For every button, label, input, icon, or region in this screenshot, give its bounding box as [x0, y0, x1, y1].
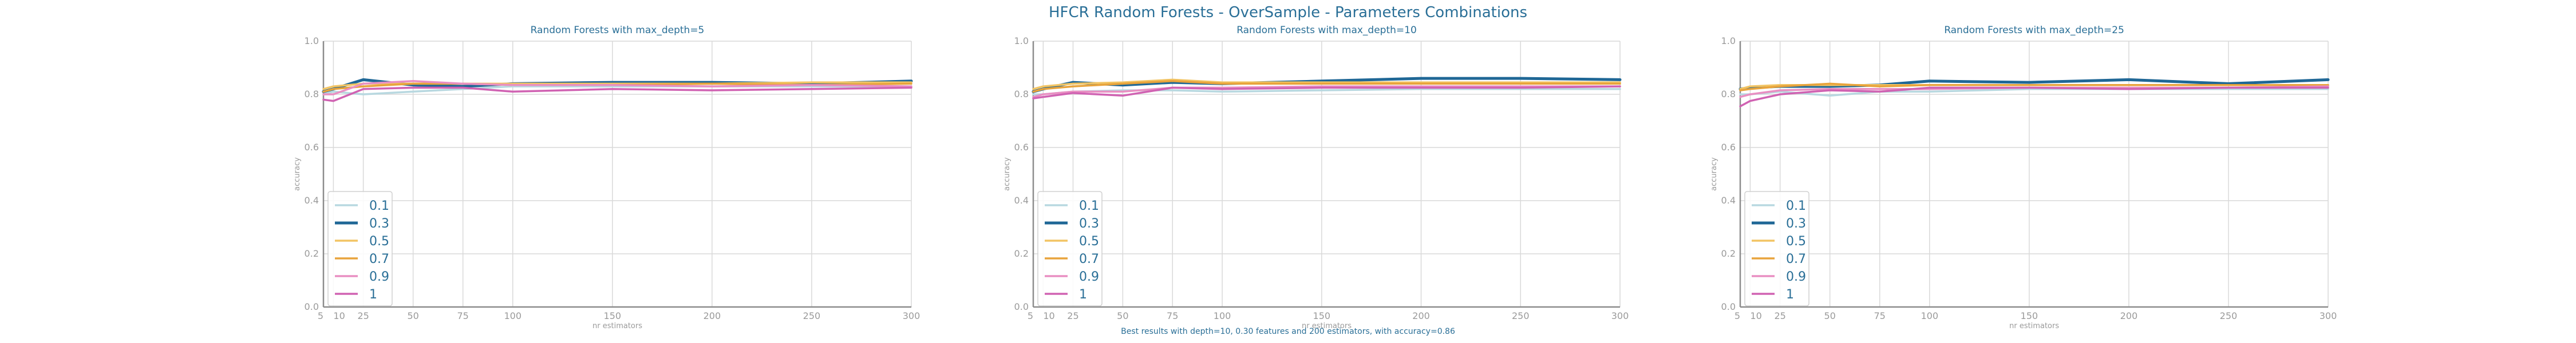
figure-caption: Best results with depth=10, 0.30 feature…	[1121, 327, 1455, 336]
chart-panel: Random Forests with max_depth=5 0.0 0.2 0.4…	[293, 25, 920, 330]
x-tick-label: 10	[1750, 310, 1761, 321]
series-line	[322, 86, 912, 102]
legend-label: 0.3	[369, 217, 389, 231]
legend-label: 1	[369, 288, 377, 302]
x-tick-label: 250	[803, 310, 821, 321]
series-line	[1032, 85, 1621, 99]
y-tick-label: 0.4	[305, 195, 319, 206]
x-tick-label: 5	[318, 310, 323, 321]
x-tick-label: 25	[357, 310, 369, 321]
y-axis-label: accuracy	[1003, 157, 1012, 191]
series-line	[322, 80, 912, 95]
series-line	[1032, 80, 1621, 93]
legend-label: 0.1	[369, 199, 389, 213]
x-tick-label: 50	[1824, 310, 1835, 321]
legend-label: 0.5	[1786, 234, 1806, 249]
legend-label: 0.3	[1079, 217, 1099, 231]
x-tick-label: 5	[1028, 310, 1033, 321]
legend-label: 0.1	[1079, 199, 1099, 213]
x-tick-label: 300	[903, 310, 920, 321]
x-tick-label: 250	[1512, 310, 1530, 321]
x-tick-label: 10	[333, 310, 345, 321]
legend-label: 1	[1079, 288, 1087, 302]
y-tick-label: 0.2	[305, 248, 319, 259]
x-tick-label: 75	[1874, 310, 1886, 321]
y-tick-label: 0.6	[305, 142, 319, 153]
legend: 0.1 0.3 0.5 0.7 0.9 1	[1744, 191, 1809, 306]
y-tick-label: 0.0	[1721, 301, 1736, 312]
x-tick-label: 75	[457, 310, 469, 321]
legend-label: 0.1	[1786, 199, 1806, 213]
x-tick-label: 100	[1921, 310, 1938, 321]
x-tick-label: 250	[2220, 310, 2238, 321]
x-tick-label: 300	[1611, 310, 1629, 321]
x-tick-label: 100	[1214, 310, 1231, 321]
x-tick-label: 75	[1167, 310, 1178, 321]
legend-label: 1	[1786, 288, 1794, 302]
x-tick-label: 100	[504, 310, 521, 321]
y-tick-label: 0.2	[1014, 248, 1029, 259]
series-line	[1032, 78, 1621, 90]
legend-label: 0.5	[369, 234, 389, 249]
y-tick-label: 0.8	[305, 89, 319, 99]
x-tick-label: 200	[2120, 310, 2138, 321]
legend-frame	[1037, 191, 1103, 306]
x-axis-label: nr estimators	[1302, 322, 1352, 330]
legend-label: 0.7	[1786, 252, 1806, 266]
x-tick-label: 150	[2021, 310, 2038, 321]
x-tick-label: 50	[407, 310, 418, 321]
chart-panels: Random Forests with max_depth=5 0.0 0.2 0.4…	[293, 25, 2337, 330]
subplot-title: Random Forests with max_depth=10	[1236, 25, 1417, 36]
y-tick-label: 0.8	[1721, 89, 1736, 99]
subplot-title: Random Forests with max_depth=5	[531, 25, 705, 36]
x-tick-label: 200	[1412, 310, 1430, 321]
subplot-title: Random Forests with max_depth=25	[1944, 25, 2124, 36]
legend-label: 0.3	[1786, 217, 1806, 231]
chart-panel: Random Forests with max_depth=10 0.0 0.2 0.…	[1003, 25, 1629, 330]
y-tick-label: 0.8	[1014, 89, 1029, 99]
legend-label: 0.7	[1079, 252, 1099, 266]
y-axis-label: accuracy	[1710, 157, 1718, 191]
x-axis-label: nr estimators	[2009, 322, 2059, 330]
x-tick-label: 25	[1067, 310, 1078, 321]
x-tick-label: 5	[1735, 310, 1740, 321]
y-tick-label: 0.2	[1721, 248, 1736, 259]
legend: 0.1 0.3 0.5 0.7 0.9 1	[327, 191, 393, 306]
legend-label: 0.5	[1079, 234, 1099, 249]
series-line	[1739, 86, 2329, 107]
x-tick-label: 150	[1313, 310, 1331, 321]
figure-title: HFCR Random Forests - OverSample - Param…	[1049, 4, 1527, 21]
y-tick-label: 1.0	[1721, 35, 1736, 46]
x-tick-label: 150	[604, 310, 622, 321]
y-tick-label: 0.0	[1014, 301, 1029, 312]
x-tick-label: 25	[1774, 310, 1785, 321]
y-tick-label: 0.4	[1014, 195, 1029, 206]
y-tick-label: 0.4	[1721, 195, 1736, 206]
x-tick-label: 300	[2320, 310, 2337, 321]
legend: 0.1 0.3 0.5 0.7 0.9 1	[1037, 191, 1103, 306]
y-tick-label: 0.6	[1721, 142, 1736, 153]
x-tick-label: 50	[1117, 310, 1128, 321]
y-tick-label: 0.6	[1014, 142, 1029, 153]
legend-frame	[327, 191, 393, 306]
legend-label: 0.9	[369, 270, 389, 284]
chart-panel: Random Forests with max_depth=25 0.0 0.2 0.…	[1710, 25, 2337, 330]
y-tick-label: 1.0	[305, 35, 319, 46]
legend-label: 0.7	[369, 252, 389, 266]
y-tick-label: 1.0	[1014, 35, 1029, 46]
legend-label: 0.9	[1079, 270, 1099, 284]
y-axis-label: accuracy	[293, 157, 302, 191]
series-line	[1739, 82, 2329, 91]
legend-label: 0.9	[1786, 270, 1806, 284]
x-tick-label: 10	[1043, 310, 1054, 321]
y-tick-label: 0.0	[305, 301, 319, 312]
legend-frame	[1744, 191, 1809, 306]
x-tick-label: 200	[704, 310, 721, 321]
x-axis-label: nr estimators	[592, 322, 642, 330]
